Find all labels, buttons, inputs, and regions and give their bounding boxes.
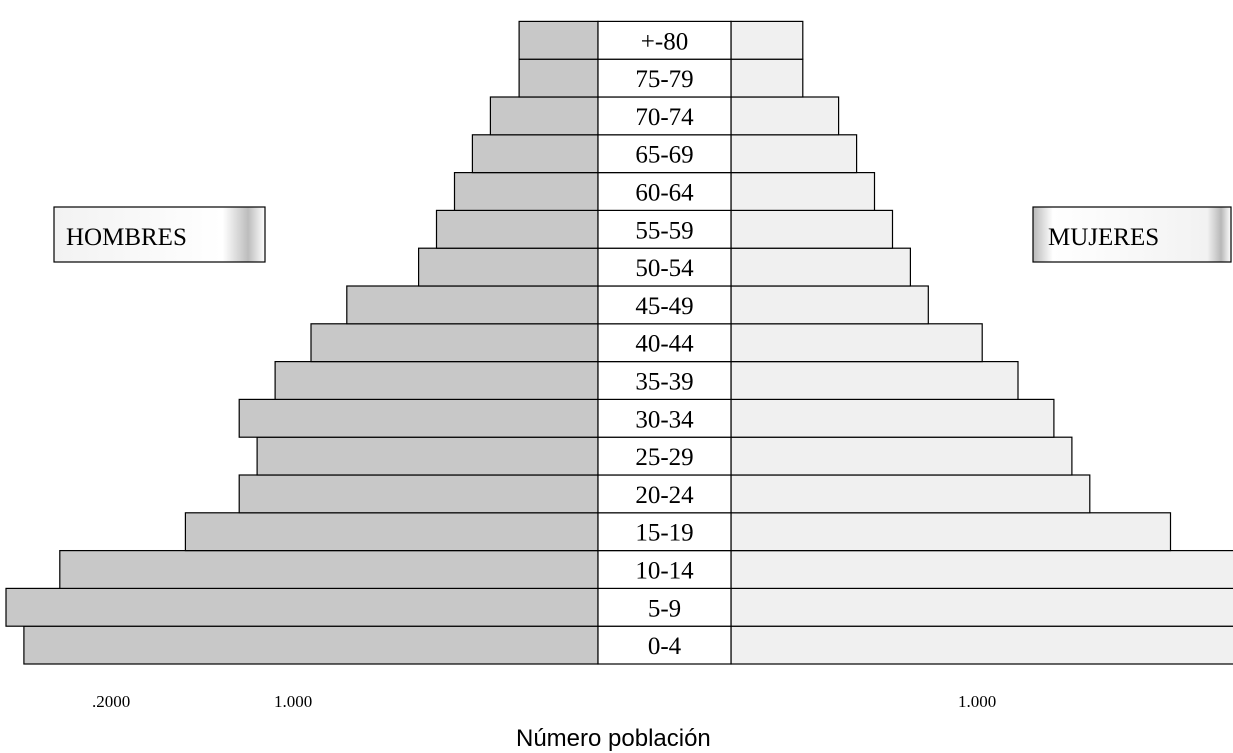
legend-female: MUJERES <box>1032 206 1232 263</box>
female-bar-35-39 <box>730 361 1019 401</box>
female-bar-45-49 <box>730 285 929 325</box>
male-bar-65-69 <box>471 134 599 174</box>
legend-female-label: MUJERES <box>1048 224 1159 251</box>
age-box-15-19 <box>597 512 732 552</box>
age-label-65-69: 65-69 <box>635 142 693 169</box>
age-box-25-29 <box>597 436 732 476</box>
female-bar-50-54 <box>730 247 911 287</box>
female-bars <box>730 20 1233 665</box>
age-label-45-49: 45-49 <box>635 293 693 320</box>
x-axis-ticks: .2000 1.000 1.000 <box>92 692 996 711</box>
age-box-70-74 <box>597 96 732 136</box>
female-bar-10-14 <box>730 549 1233 589</box>
age-box-5-9 <box>597 587 732 627</box>
x-tick-right-0: 1.000 <box>958 692 996 711</box>
age-label-15-19: 15-19 <box>635 520 693 547</box>
female-bar-30-34 <box>730 398 1055 438</box>
male-bar-55-59 <box>435 209 599 249</box>
age-label-70-74: 70-74 <box>635 104 694 131</box>
age-box-55-59 <box>597 209 732 249</box>
male-bar-0-4 <box>23 625 599 665</box>
age-box-75-79 <box>597 58 732 98</box>
female-bar-20-24 <box>730 474 1091 514</box>
male-bar-75-79 <box>518 58 599 98</box>
male-bar-25-29 <box>256 436 599 476</box>
age-box-50-54 <box>597 247 732 287</box>
female-bar-75-79 <box>730 58 804 98</box>
age-box-35-39 <box>597 361 732 401</box>
male-bar-70-74 <box>489 96 599 136</box>
male-bars <box>5 20 599 665</box>
age-box-45-49 <box>597 285 732 325</box>
x-axis-title: Número población <box>516 725 711 752</box>
age-label-40-44: 40-44 <box>635 331 694 358</box>
legend-male: HOMBRES <box>53 206 266 263</box>
male-bar-20-24 <box>238 474 599 514</box>
age-label-30-34: 30-34 <box>635 406 694 433</box>
male-bar-80 <box>518 20 599 60</box>
age-label-55-59: 55-59 <box>635 217 693 244</box>
age-box-0-4 <box>597 625 732 665</box>
female-bar-70-74 <box>730 96 840 136</box>
x-tick-left-0: .2000 <box>92 692 130 711</box>
male-bar-40-44 <box>310 323 599 363</box>
female-bar-25-29 <box>730 436 1073 476</box>
female-bar-5-9 <box>730 587 1233 627</box>
age-box-30-34 <box>597 398 732 438</box>
male-bar-50-54 <box>418 247 599 287</box>
age-label-25-29: 25-29 <box>635 444 693 471</box>
age-label-0-4: 0-4 <box>648 633 682 660</box>
female-bar-80 <box>730 20 804 60</box>
male-bar-60-64 <box>453 172 599 212</box>
female-bar-60-64 <box>730 172 876 212</box>
age-label-50-54: 50-54 <box>635 255 694 282</box>
x-tick-left-1: 1.000 <box>274 692 312 711</box>
age-label-75-79: 75-79 <box>635 66 693 93</box>
age-label-10-14: 10-14 <box>635 558 694 585</box>
female-bar-55-59 <box>730 209 894 249</box>
age-label-60-64: 60-64 <box>635 180 694 207</box>
legend-female-box <box>1032 206 1232 263</box>
age-box-40-44 <box>597 323 732 363</box>
age-label-80: +-80 <box>641 28 688 55</box>
male-bar-30-34 <box>238 398 599 438</box>
male-bar-10-14 <box>59 549 599 589</box>
male-bar-45-49 <box>346 285 599 325</box>
female-bar-40-44 <box>730 323 983 363</box>
age-label-20-24: 20-24 <box>635 482 694 509</box>
male-bar-35-39 <box>274 361 599 401</box>
age-label-column: 0-4 5-9 10-14 15-19 20-24 25-29 30-34 35-39 40-4… <box>597 20 732 665</box>
female-bar-15-19 <box>730 512 1172 552</box>
age-label-5-9: 5-9 <box>648 595 681 622</box>
male-bar-15-19 <box>184 512 599 552</box>
age-label-35-39: 35-39 <box>635 369 693 396</box>
female-bar-65-69 <box>730 134 858 174</box>
female-bar-0-4 <box>730 625 1233 665</box>
age-box-80 <box>597 20 732 60</box>
legend-male-box <box>53 206 266 263</box>
male-bar-5-9 <box>5 587 599 627</box>
age-box-20-24 <box>597 474 732 514</box>
age-box-60-64 <box>597 172 732 212</box>
legend-male-label: HOMBRES <box>66 224 187 251</box>
